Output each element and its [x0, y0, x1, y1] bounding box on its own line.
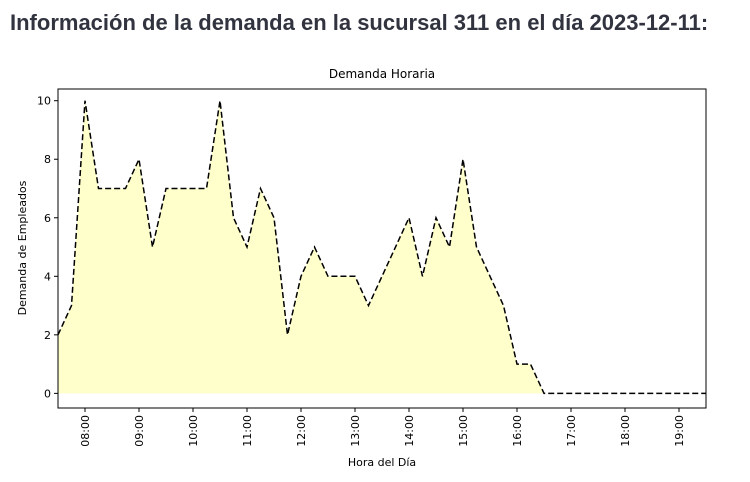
x-tick-label: 14:00 — [403, 415, 416, 447]
y-tick-label: 2 — [44, 329, 51, 342]
y-tick-label: 0 — [44, 387, 51, 400]
x-tick-label: 18:00 — [619, 415, 632, 447]
chart-title: Demanda Horaria — [329, 67, 435, 81]
x-tick-label: 12:00 — [295, 415, 308, 447]
x-tick-label: 19:00 — [673, 415, 686, 447]
x-axis-label: Hora del Día — [348, 456, 416, 469]
y-tick-label: 10 — [37, 95, 51, 108]
x-tick-label: 15:00 — [457, 415, 470, 447]
area — [58, 100, 706, 394]
y-axis-label: Demanda de Empleados — [16, 180, 29, 315]
x-tick-label: 11:00 — [241, 415, 254, 447]
line — [57, 100, 706, 395]
x-tick-label: 08:00 — [79, 415, 92, 447]
x-tick-label: 10:00 — [187, 415, 200, 447]
x-tick-label: 09:00 — [133, 415, 146, 447]
x-tick-label: 17:00 — [565, 415, 578, 447]
page-heading: Información de la demanda en la sucursal… — [10, 10, 709, 35]
x-tick-label: 13:00 — [349, 415, 362, 447]
x-tick-label: 16:00 — [511, 415, 524, 447]
y-tick-label: 4 — [44, 270, 51, 283]
plot-frame — [57, 88, 707, 409]
y-tick-label: 6 — [44, 212, 51, 225]
y-tick-label: 8 — [44, 153, 51, 166]
